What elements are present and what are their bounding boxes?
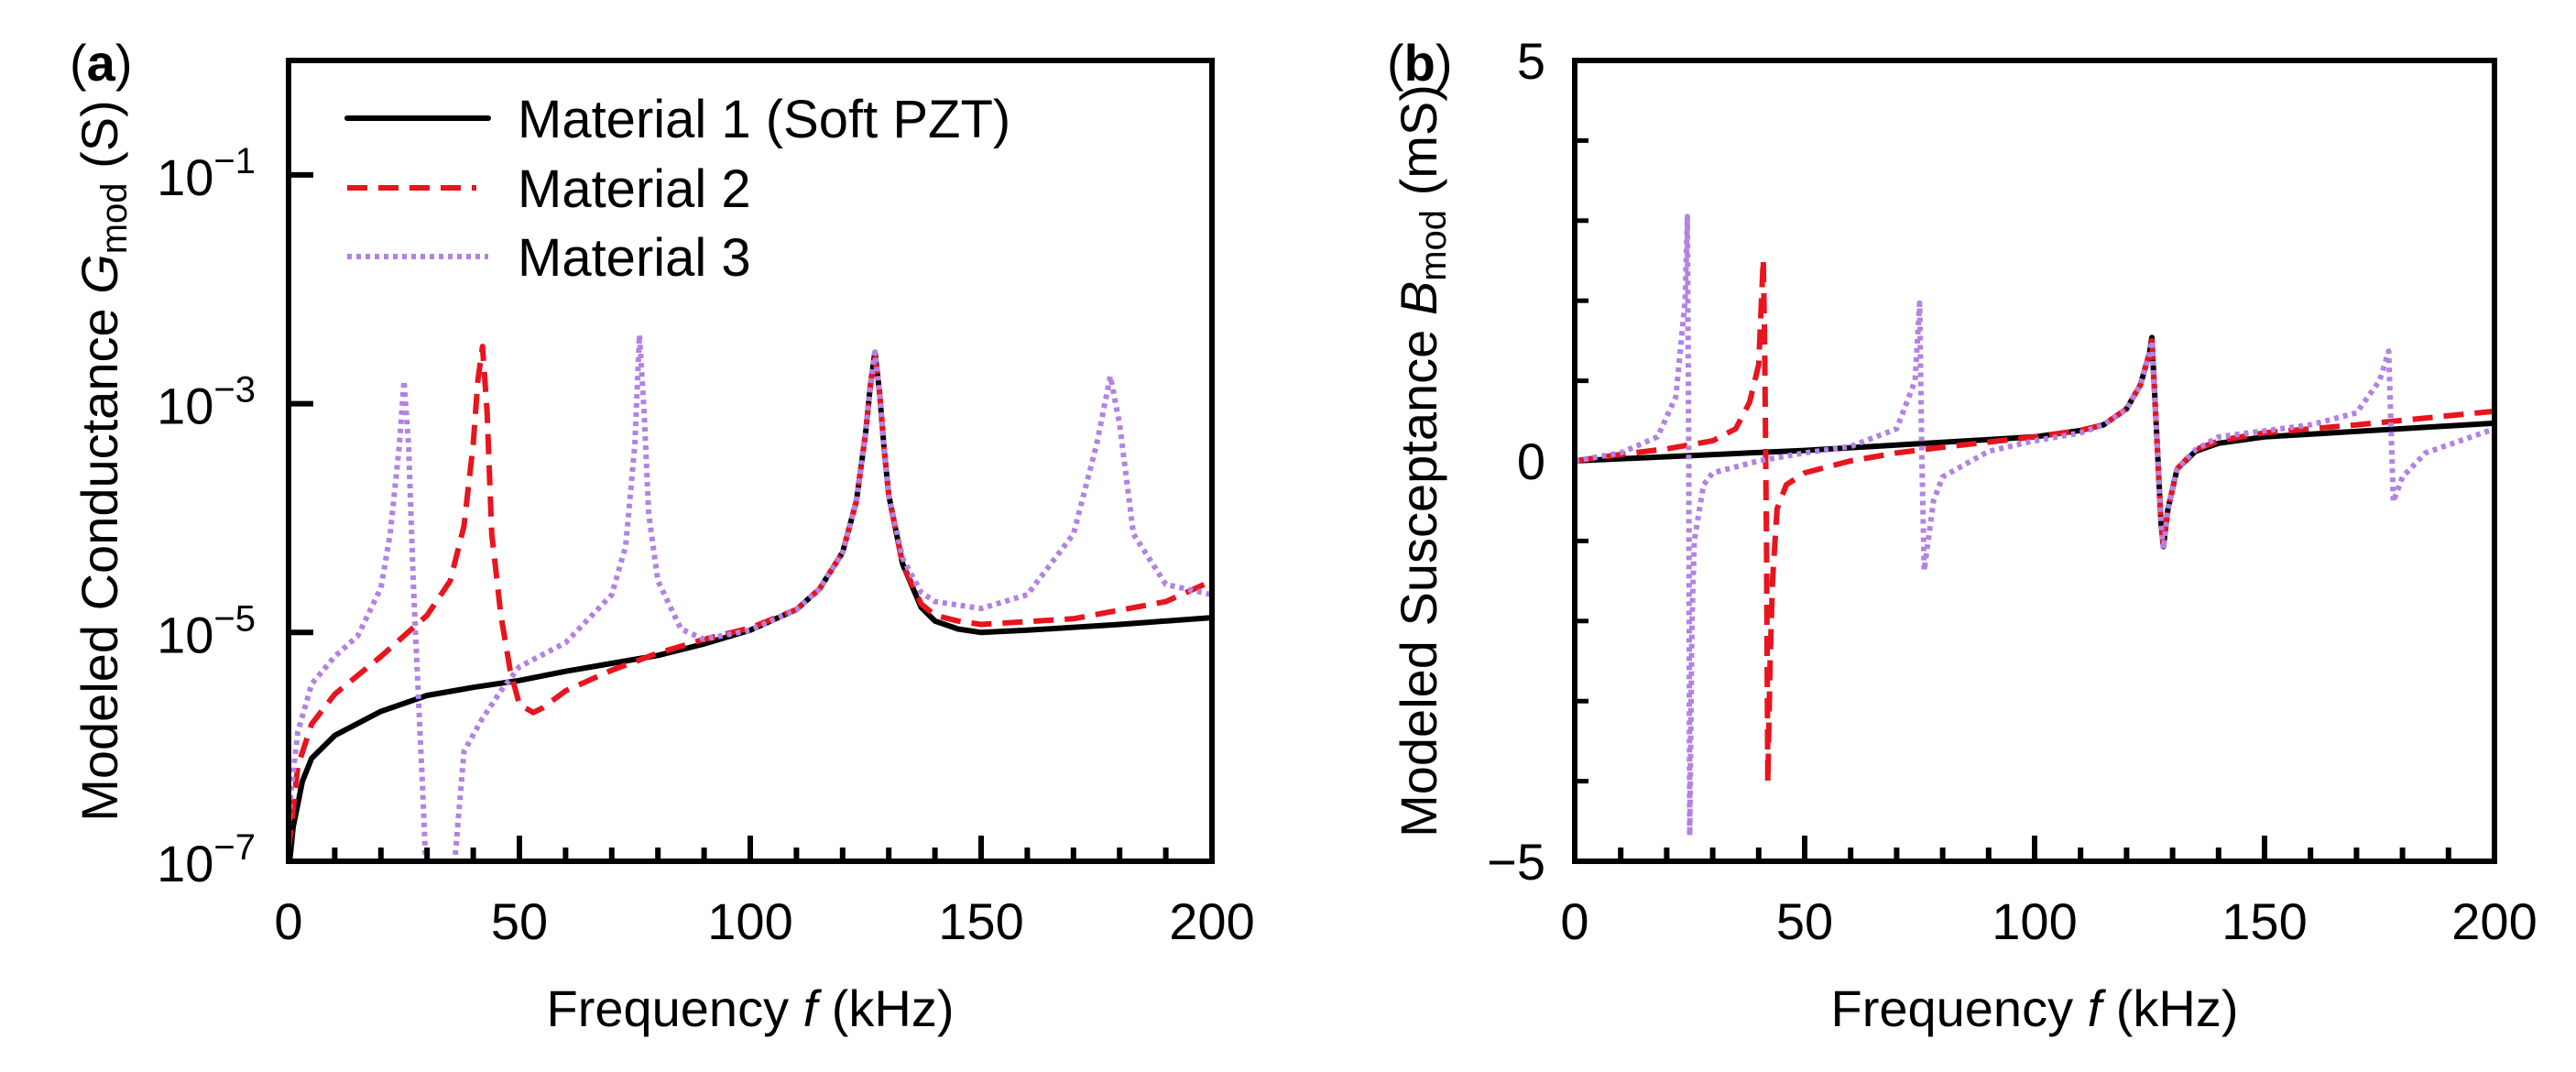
series-group-b <box>1575 213 2494 838</box>
y-axis-label-a: Modeled Conductance Gmod (S) <box>71 100 135 822</box>
panel-a-conductance-chart: (a) 0 50 100 150 200 10−1 10−3 10−5 10−7 Frequen… <box>70 34 1255 1037</box>
x-axis-label-b: Frequency f (kHz) <box>1831 979 2239 1037</box>
y-tick-label: 5 <box>1517 32 1545 90</box>
y-tick-label: −5 <box>1487 833 1545 891</box>
legend-item-material-3: Material 3 <box>347 228 751 288</box>
y-tick-label: 10−1 <box>157 141 256 206</box>
x-tick-label: 200 <box>2451 892 2537 950</box>
y-tick-label: 10−5 <box>157 598 256 663</box>
x-tick-label: 100 <box>707 892 792 950</box>
plot-frame-a <box>286 58 1215 864</box>
series-group-a <box>289 332 1212 861</box>
x-axis-label-a: Frequency f (kHz) <box>547 979 955 1037</box>
x-tick-label: 0 <box>274 892 302 950</box>
panel-label-a: (a) <box>70 34 132 92</box>
y-tick-label: 10−3 <box>157 370 256 435</box>
y-axis-label-b: Modeled Susceptance Bmod (mS) <box>1390 84 1454 837</box>
series-line-material-2 <box>1575 256 2494 786</box>
ticks-b <box>1575 137 2451 861</box>
plot-frame-b <box>1572 58 2497 864</box>
x-tick-label: 150 <box>2221 892 2307 950</box>
x-tick-label: 0 <box>1560 892 1588 950</box>
series-line-material-3 <box>289 332 1212 861</box>
x-tick-label: 150 <box>938 892 1023 950</box>
x-tick-label: 50 <box>1776 892 1833 950</box>
x-tick-label: 100 <box>1992 892 2077 950</box>
legend-item-material-2: Material 2 <box>347 159 751 219</box>
legend-label-material-1: Material 1 (Soft PZT) <box>518 90 1010 149</box>
x-tick-label: 200 <box>1169 892 1254 950</box>
legend-label-material-2: Material 2 <box>518 159 751 219</box>
panel-label-b: (b) <box>1387 34 1453 92</box>
legend: Material 1 (Soft PZT) Material 2 Materia… <box>344 90 1010 288</box>
x-tick-label: 50 <box>491 892 548 950</box>
y-tick-label: 10−7 <box>157 827 256 892</box>
series-line-material-2 <box>289 344 1212 850</box>
series-line-material-1 <box>289 349 1212 861</box>
legend-label-material-3: Material 3 <box>518 228 751 288</box>
series-line-material-3 <box>1575 213 2494 838</box>
y-tick-label: 0 <box>1517 432 1545 490</box>
legend-item-material-1: Material 1 (Soft PZT) <box>344 90 1010 149</box>
tick-labels-a: 0 50 100 150 200 10−1 10−3 10−5 10−7 <box>157 141 1255 950</box>
